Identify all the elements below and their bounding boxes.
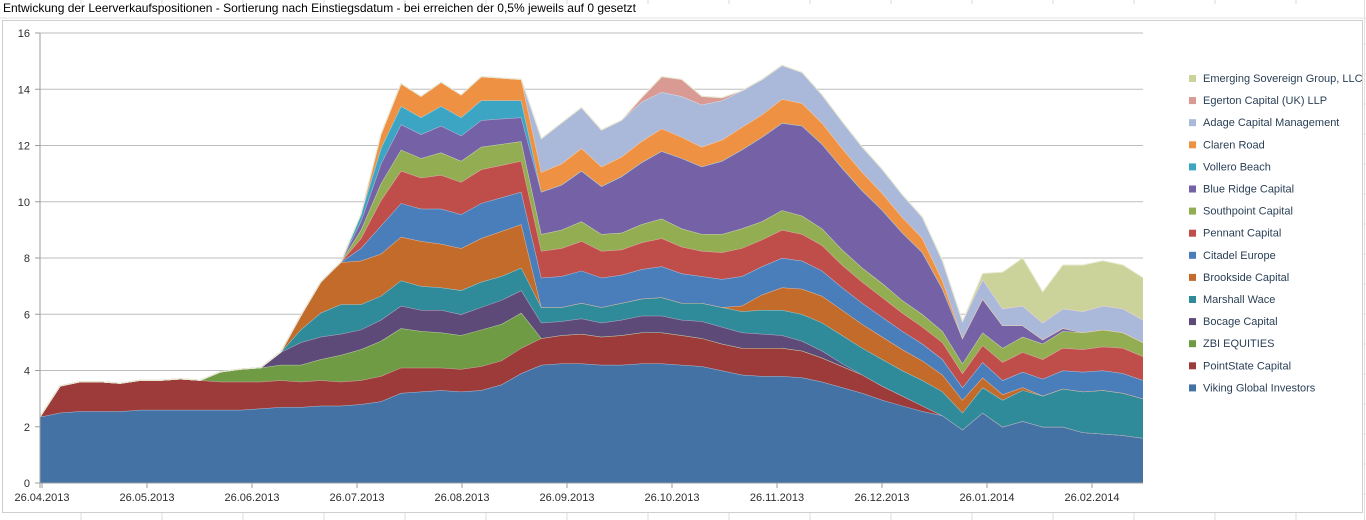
x-axis-label: 26.01.2014 <box>959 492 1014 504</box>
legend-label: PointState Capital <box>1203 360 1291 372</box>
legend-swatch-claren-road <box>1189 141 1196 149</box>
area-blue-ridge-capital <box>40 117 1143 417</box>
legend-swatch-pointstate-capital <box>1189 362 1196 370</box>
area-citadel-europe <box>40 191 1143 417</box>
area-marshall-wace <box>40 267 1143 438</box>
x-axis-label: 26.09.2013 <box>539 492 594 504</box>
x-axis-label: 26.11.2013 <box>750 492 804 504</box>
legend-swatch-citadel-europe <box>1189 251 1196 259</box>
x-axis-label: 26.05.2013 <box>119 492 174 504</box>
legend-swatch-vollero-beach <box>1189 163 1196 171</box>
x-axis-label: 26.02.2014 <box>1064 492 1119 504</box>
area-pointstate-capital <box>40 332 1143 438</box>
y-axis-label: 16 <box>18 28 30 40</box>
y-axis-label: 2 <box>24 422 30 434</box>
x-axis-label: 26.06.2013 <box>224 492 279 504</box>
legend-label: Emerging Sovereign Group, LLC <box>1203 73 1363 85</box>
y-axis-label: 6 <box>24 309 30 321</box>
chart-title: Entwickung der Leerverkaufspositionen - … <box>3 1 637 15</box>
legend-label: Viking Global Investors <box>1203 382 1316 394</box>
legend-label: Adage Capital Management <box>1203 117 1339 129</box>
y-axis-label: 4 <box>24 366 30 378</box>
legend-swatch-southpoint-capital <box>1189 207 1196 215</box>
legend-swatch-zbi-equities <box>1189 340 1196 348</box>
x-axis-label: 26.08.2013 <box>434 492 489 504</box>
legend-label: Southpoint Capital <box>1203 206 1293 218</box>
legend-label: Brookside Capital <box>1203 272 1289 284</box>
y-axis-label: 8 <box>24 253 30 265</box>
legend-swatch-adage-capital-management <box>1189 119 1196 127</box>
legend-label: Vollero Beach <box>1203 161 1271 173</box>
legend-label: Bocage Capital <box>1203 316 1278 328</box>
legend-label: Egerton Capital (UK) LLP <box>1203 95 1327 107</box>
legend-swatch-viking-global-investors <box>1189 384 1196 392</box>
legend-label: Pennant Capital <box>1203 228 1281 240</box>
y-axis-label: 0 <box>24 478 30 490</box>
y-axis-label: 14 <box>18 84 30 96</box>
area-border <box>39 64 1144 418</box>
y-axis-label: 10 <box>18 197 30 209</box>
legend-label: Claren Road <box>1203 139 1265 151</box>
y-axis-label: 12 <box>18 141 30 153</box>
legend-swatch-pennant-capital <box>1189 229 1196 237</box>
legend-label: Blue Ridge Capital <box>1203 184 1294 196</box>
legend-swatch-blue-ridge-capital <box>1189 185 1196 193</box>
area-viking-global-investors <box>40 363 1143 483</box>
legend-swatch-brookside-capital <box>1189 273 1196 281</box>
legend-swatch-bocage-capital <box>1189 318 1196 326</box>
legend-label: Citadel Europe <box>1203 250 1276 262</box>
legend-swatch-marshall-wace <box>1189 296 1196 303</box>
legend-label: ZBI EQUITIES <box>1203 338 1275 350</box>
x-axis-label: 26.10.2013 <box>644 492 699 504</box>
legend-swatch-egerton-capital-uk-llp <box>1189 97 1196 105</box>
x-axis-label: 26.12.2013 <box>854 492 909 504</box>
legend-swatch-emerging-sovereign-group-llc <box>1189 75 1196 82</box>
x-axis-label: 26.04.2013 <box>14 492 69 504</box>
area-claren-road <box>40 76 1143 417</box>
legend-label: Marshall Wace <box>1203 294 1275 306</box>
x-axis-label: 26.07.2013 <box>329 492 384 504</box>
area-zbi-equities <box>40 312 1143 438</box>
